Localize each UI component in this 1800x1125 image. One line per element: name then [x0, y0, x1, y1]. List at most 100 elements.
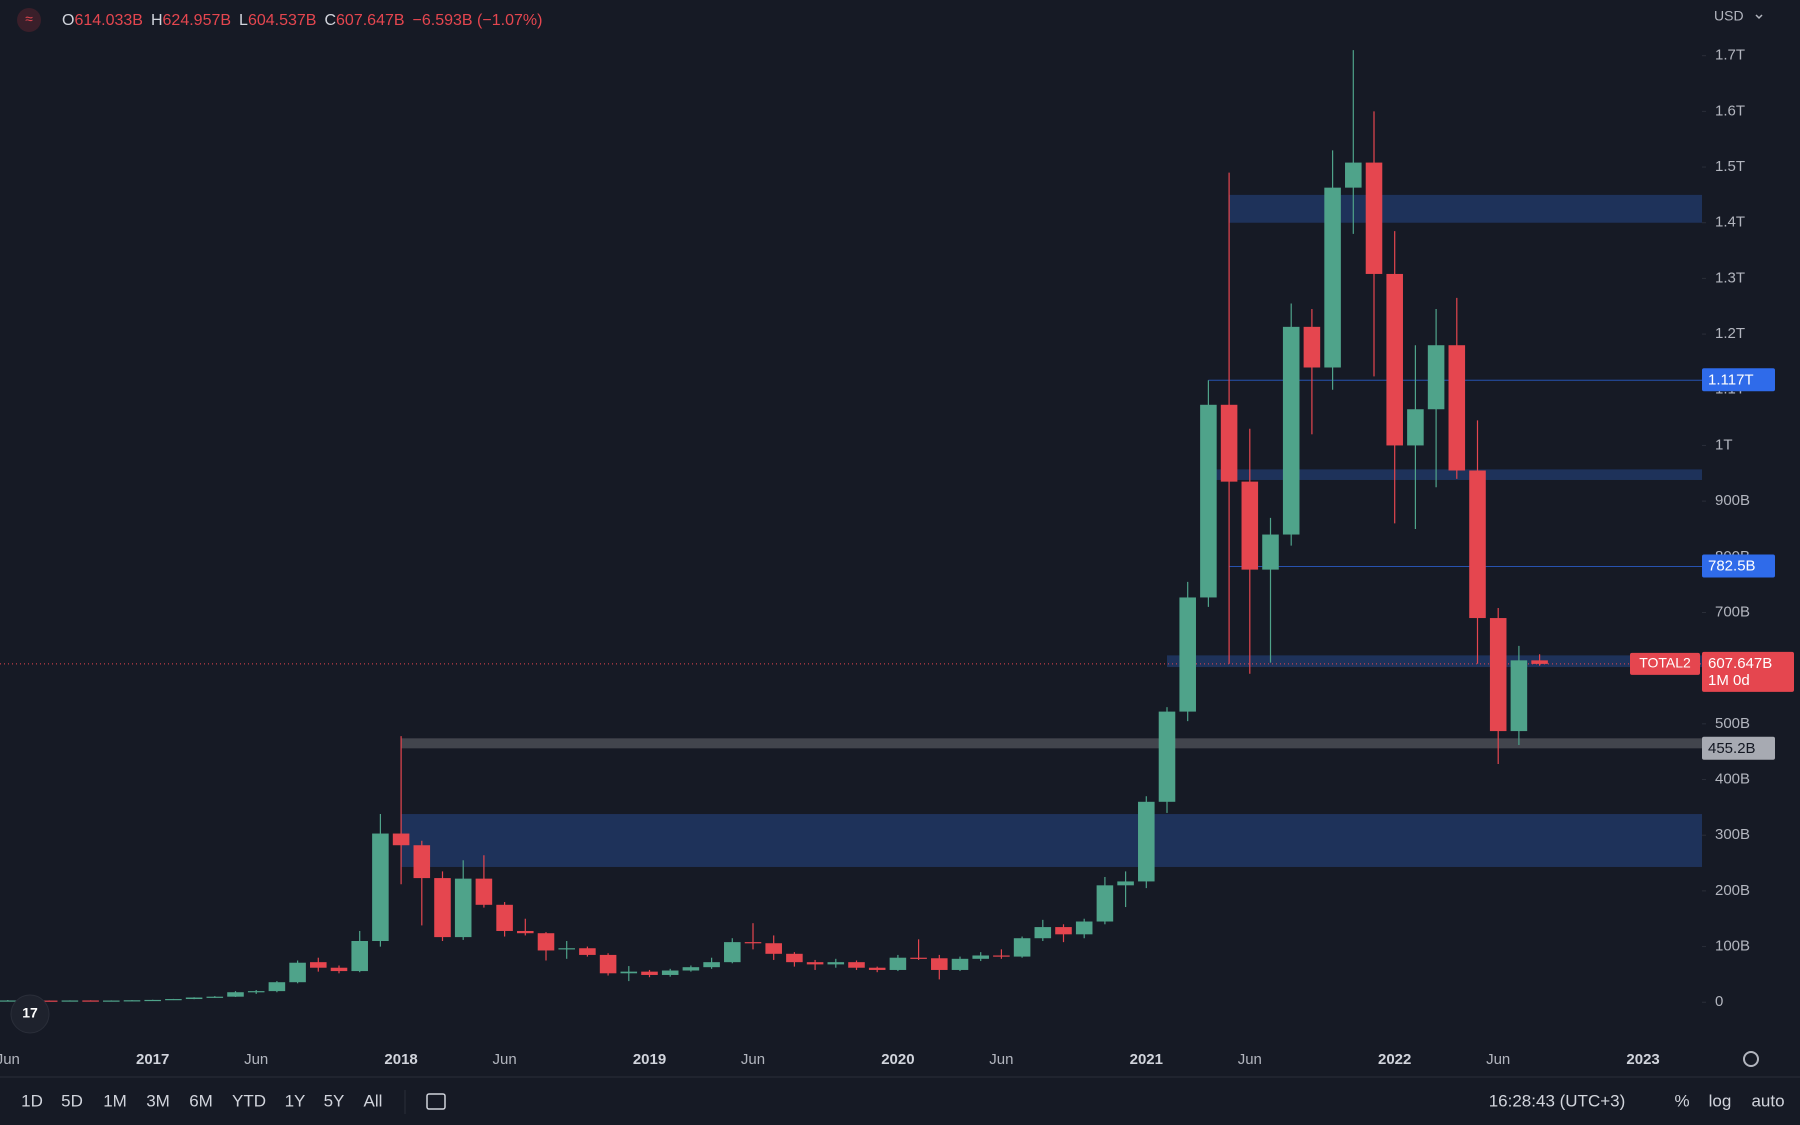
- candle-body: [806, 962, 824, 965]
- price-tag-label: 782.5B: [1708, 558, 1756, 575]
- candle-body: [1469, 470, 1486, 619]
- candle-body: [517, 930, 534, 934]
- candle-body: [103, 1000, 120, 1002]
- candle-body: [206, 996, 224, 998]
- range-button[interactable]: 5Y: [324, 1091, 345, 1110]
- candle-body: [1034, 927, 1052, 939]
- zone: [1208, 469, 1702, 480]
- candle-body: [1303, 326, 1321, 368]
- zone: [401, 814, 1703, 867]
- ohlc-key: H: [151, 12, 163, 29]
- ohlc-value: 614.033B: [74, 12, 143, 29]
- candle-body: [413, 845, 431, 879]
- currency-caret: [1755, 14, 1763, 20]
- candle-body: [827, 962, 845, 965]
- date-range-button[interactable]: [426, 1093, 446, 1110]
- tv-badge-glyph: 17: [22, 1005, 38, 1021]
- candle-body: [1489, 618, 1507, 732]
- currency[interactable]: USD: [1714, 8, 1744, 24]
- y-tick-label: 1.3T: [1715, 269, 1745, 286]
- candle-body: [1179, 597, 1196, 712]
- candle-body: [165, 999, 182, 1001]
- range-button[interactable]: 3M: [146, 1091, 170, 1110]
- x-tick-label: 2020: [881, 1051, 914, 1068]
- y-tick-label: 1.5T: [1715, 158, 1745, 175]
- range-button[interactable]: 1M: [103, 1091, 127, 1110]
- range-button[interactable]: 1D: [21, 1091, 43, 1110]
- ohlc-header: O614.033B H624.957B L604.537B C607.647B −6.5…: [62, 12, 542, 29]
- candle-body: [454, 878, 472, 938]
- y-tick-label: 300B: [1715, 826, 1750, 843]
- range-button[interactable]: All: [364, 1091, 383, 1110]
- candle-body: [392, 833, 410, 846]
- candle-body: [848, 962, 865, 968]
- x-tick-label: Jun: [741, 1051, 765, 1068]
- candle-body: [1158, 711, 1176, 802]
- candle-body: [123, 1000, 141, 1002]
- price-tag-label: 1.117T: [1708, 371, 1754, 388]
- candle-body: [1510, 660, 1528, 732]
- range-button[interactable]: YTD: [232, 1091, 266, 1110]
- candle-body: [1220, 404, 1238, 482]
- price-tag: [1702, 368, 1775, 392]
- candle-body: [1013, 938, 1031, 957]
- x-tick-label: Jun: [1486, 1051, 1510, 1068]
- candle-body: [0, 1000, 17, 1002]
- price-tag: [1702, 651, 1794, 692]
- candle-body: [1096, 885, 1114, 922]
- ohlc-value: 607.647B: [336, 12, 405, 29]
- candle-body: [1241, 481, 1259, 570]
- y-tick-label: 1.2T: [1715, 325, 1745, 342]
- scale-option[interactable]: log: [1709, 1091, 1732, 1110]
- candle-body: [1200, 404, 1217, 598]
- candle-body: [1055, 927, 1072, 935]
- x-tick-label: 2019: [633, 1051, 666, 1068]
- candle-body: [1386, 273, 1403, 446]
- series-tag: [1630, 652, 1700, 675]
- y-tick-label: 900B: [1715, 492, 1750, 509]
- x-tick-label: Jun: [1238, 1051, 1262, 1068]
- y-tick-label: 1.6T: [1715, 102, 1745, 119]
- range-button[interactable]: 5D: [61, 1091, 83, 1110]
- x-tick-label: Jun: [493, 1051, 517, 1068]
- candle-body: [889, 957, 907, 970]
- ohlc-key: O: [62, 12, 74, 29]
- y-tick-label: 500B: [1715, 715, 1750, 732]
- y-tick-label: 400B: [1715, 770, 1750, 787]
- price-tag: [1702, 736, 1775, 760]
- candle-body: [537, 933, 555, 951]
- range-button[interactable]: 6M: [189, 1091, 213, 1110]
- settings[interactable]: [1743, 1051, 1759, 1067]
- candle-body: [579, 948, 596, 955]
- candle-body: [951, 958, 969, 970]
- x-tick-label: 2017: [136, 1051, 169, 1068]
- candle-body: [1448, 345, 1466, 471]
- candle-body: [1117, 881, 1134, 886]
- candle-body: [372, 833, 389, 942]
- candle-body: [289, 962, 306, 983]
- range-button[interactable]: 1Y: [285, 1091, 306, 1110]
- x-tick-label: Jun: [989, 1051, 1013, 1068]
- ohlc-key: L: [239, 12, 248, 29]
- candle-body: [227, 992, 244, 997]
- zone: [401, 738, 1703, 749]
- y-tick-label: 700B: [1715, 603, 1750, 620]
- scale-option[interactable]: %: [1674, 1091, 1689, 1110]
- candle-body: [330, 967, 348, 972]
- candle-body: [1282, 326, 1300, 535]
- ohlc-key: C: [324, 12, 336, 29]
- candle-body: [434, 878, 451, 938]
- candle-body: [1345, 162, 1362, 188]
- y-tick-label: 0: [1715, 993, 1723, 1010]
- candle-body: [868, 967, 886, 970]
- candle-body: [993, 955, 1010, 957]
- price-tag-label: 607.647B: [1708, 655, 1772, 672]
- candle-body: [910, 957, 927, 959]
- candle-body: [351, 941, 368, 972]
- candle-body: [786, 953, 803, 963]
- candle-body: [558, 948, 575, 950]
- candle-body: [61, 1000, 79, 1002]
- scale-option[interactable]: auto: [1751, 1091, 1784, 1110]
